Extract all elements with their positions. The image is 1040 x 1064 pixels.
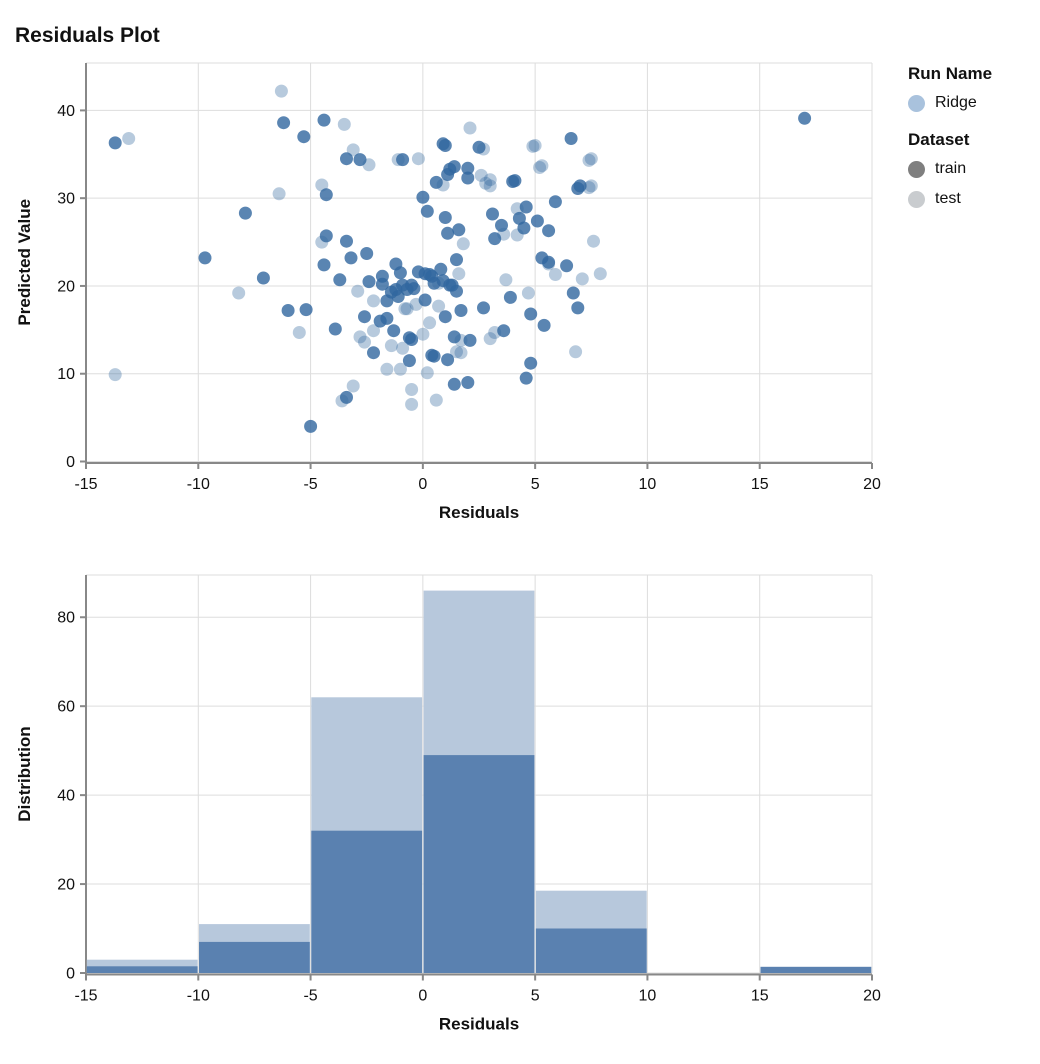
scatter-y-tick-label: 10 — [57, 366, 75, 383]
histogram-y-tick-label: 40 — [57, 788, 75, 805]
histogram-x-axis-title: Residuals — [439, 1015, 519, 1034]
scatter-x-tick-label: 0 — [418, 476, 427, 493]
histogram-x-tick-label: 0 — [418, 988, 427, 1005]
histogram-y-tick-label: 20 — [57, 877, 75, 894]
scatter-y-tick-label: 20 — [57, 278, 75, 295]
legend-run-name-block: Run Name Ridge — [908, 64, 992, 112]
scatter-y-tick-label: 40 — [57, 103, 75, 120]
histogram-x-tick-label: -10 — [187, 988, 210, 1005]
scatter-y-tick-label: 30 — [57, 191, 75, 208]
legend-dataset-block: Dataset train test — [908, 130, 992, 208]
scatter-x-tick-label: -15 — [74, 476, 97, 493]
scatter-axes: -15 -10 -5 0 5 10 15 20 0 10 20 30 40 Residuals Predic… — [15, 62, 881, 522]
histogram-x-tick-label: -15 — [74, 988, 97, 1005]
scatter-x-tick-label: 20 — [863, 476, 881, 493]
scatter-y-axis-title: Predicted Value — [15, 199, 34, 326]
histogram-y-axis-title: Distribution — [15, 726, 34, 821]
histogram-x-tick-label: 5 — [531, 988, 540, 1005]
legend-item-label: train — [935, 160, 967, 177]
histogram-y-tick-label: 80 — [57, 610, 75, 627]
scatter-x-tick-label: -10 — [187, 476, 210, 493]
histogram-x-tick-label: -5 — [303, 988, 317, 1005]
test-swatch-icon — [908, 190, 925, 208]
histogram-x-tick-label: 15 — [751, 988, 769, 1005]
scatter-x-tick-label: 15 — [751, 476, 769, 493]
legend-run-name-title: Run Name — [908, 64, 993, 83]
scatter-points-train[interactable] — [108, 111, 812, 433]
legend-item-test[interactable]: test — [908, 190, 992, 208]
scatter-x-axis-title: Residuals — [439, 503, 519, 522]
ridge-swatch-icon — [908, 94, 925, 112]
histogram-y-tick-label: 0 — [66, 966, 75, 983]
scatter-x-tick-label: 10 — [639, 476, 657, 493]
legend-dataset-title: Dataset — [908, 130, 970, 149]
legend-item-train[interactable]: train — [908, 160, 992, 178]
scatter-x-tick-label: -5 — [303, 476, 317, 493]
histogram-bars-train[interactable] — [86, 755, 872, 973]
histogram-x-tick-label: 20 — [863, 988, 881, 1005]
legend-item-label: Ridge — [935, 94, 977, 111]
scatter-x-tick-label: 5 — [531, 476, 540, 493]
histogram-y-tick-label: 60 — [57, 699, 75, 716]
legend-item-label: test — [935, 190, 961, 207]
scatter-y-tick-label: 0 — [66, 454, 75, 471]
histogram-x-tick-label: 10 — [639, 988, 657, 1005]
legend-item-ridge[interactable]: Ridge — [908, 94, 992, 112]
legend: Run Name Ridge Dataset train test — [908, 64, 992, 226]
train-swatch-icon — [908, 160, 925, 178]
page-title: Residuals Plot — [15, 24, 160, 47]
